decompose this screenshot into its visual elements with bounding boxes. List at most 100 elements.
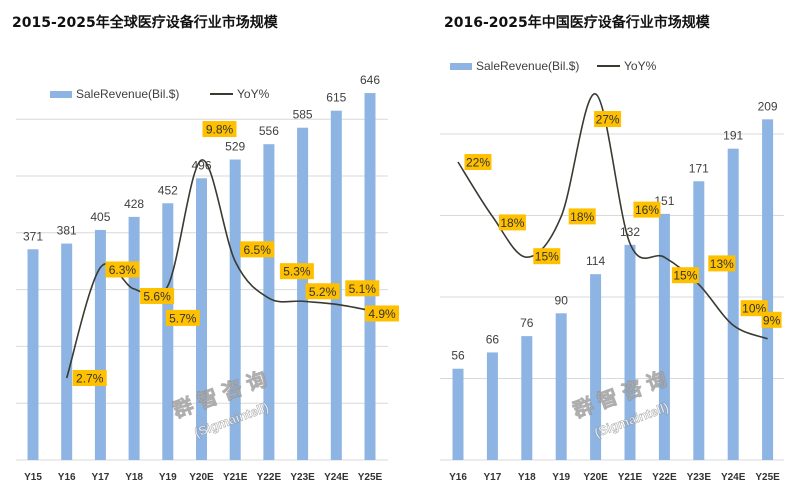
yoy-label-box xyxy=(671,267,699,284)
legend-label-yoy: YoY% xyxy=(237,87,270,101)
bar-value-label: 405 xyxy=(90,210,110,224)
yoy-label-box xyxy=(140,287,175,304)
legend-bar-swatch xyxy=(50,91,72,98)
bar xyxy=(61,243,73,460)
bar xyxy=(297,127,309,460)
yoy-label-box xyxy=(533,248,561,265)
bar-value-label: 90 xyxy=(555,293,569,307)
yoy-label-box xyxy=(202,121,237,138)
yoy-value-label: 10% xyxy=(742,302,766,316)
yoy-value-label: 5.1% xyxy=(349,282,377,296)
yoy-value-label: 5.3% xyxy=(283,265,311,279)
yoy-value-label: 22% xyxy=(466,156,490,170)
yoy-value-label: 18% xyxy=(570,210,594,224)
bar xyxy=(521,336,533,460)
yoy-value-label: 9% xyxy=(763,313,781,327)
bar xyxy=(94,229,106,460)
bar xyxy=(196,178,207,460)
bar-value-label: 132 xyxy=(620,225,640,239)
bar xyxy=(128,216,140,460)
bar xyxy=(229,159,241,460)
x-tick-label: Y22E xyxy=(652,472,677,483)
x-tick-label: Y20E xyxy=(583,472,608,483)
yoy-label-box xyxy=(72,370,107,386)
bar-value-label: 191 xyxy=(723,129,743,143)
yoy-value-label: 9.8% xyxy=(206,123,234,137)
x-tick-label: Y22E xyxy=(257,472,282,483)
x-tick-label: Y17 xyxy=(484,472,502,483)
chart-title-china: 2016-2025年中国医疗设备行业市场规模 xyxy=(444,15,710,31)
yoy-label-box xyxy=(105,261,140,278)
yoy-line xyxy=(457,93,768,340)
yoy-value-label: 27% xyxy=(596,113,620,127)
yoy-value-label: 13% xyxy=(710,257,734,271)
bar-value-label: 76 xyxy=(520,316,534,330)
x-tick-label: Y25E xyxy=(755,472,780,483)
yoy-label-box xyxy=(708,255,736,272)
bar xyxy=(693,181,705,460)
yoy-value-label: 5.7% xyxy=(169,311,197,325)
yoy-label-box xyxy=(240,241,275,258)
yoy-value-label: 6.5% xyxy=(244,243,272,257)
bar-value-label: 381 xyxy=(57,224,77,238)
bar xyxy=(486,352,498,460)
bar-value-label: 646 xyxy=(360,73,380,87)
yoy-value-label: 2.7% xyxy=(76,372,104,386)
bar-value-label: 452 xyxy=(158,183,178,197)
bar xyxy=(364,93,376,461)
bar xyxy=(162,203,174,460)
bar-value-label: 66 xyxy=(486,332,500,346)
x-tick-label: Y15 xyxy=(24,472,42,483)
bar xyxy=(727,148,739,461)
yoy-label-box xyxy=(305,283,340,300)
yoy-value-label: 5.6% xyxy=(143,289,171,303)
x-tick-label: Y16 xyxy=(58,472,76,483)
yoy-value-label: 6.3% xyxy=(109,263,137,277)
x-tick-label: Y18 xyxy=(125,472,143,483)
x-tick-label: Y20E xyxy=(189,472,214,483)
yoy-value-label: 16% xyxy=(635,203,659,217)
x-tick-label: Y16 xyxy=(449,472,467,483)
x-tick-label: Y19 xyxy=(159,472,177,483)
bar-value-label: 585 xyxy=(293,108,313,122)
bar xyxy=(762,119,774,460)
bar xyxy=(555,313,567,460)
bar xyxy=(658,213,670,460)
bar xyxy=(27,249,39,460)
yoy-label-box xyxy=(365,305,399,322)
yoy-value-label: 18% xyxy=(500,216,524,230)
bar-value-label: 209 xyxy=(758,99,778,113)
bar xyxy=(452,368,464,460)
yoy-label-box xyxy=(761,311,782,328)
yoy-label-box xyxy=(345,280,380,297)
yoy-label-box xyxy=(740,300,768,317)
x-tick-label: Y18 xyxy=(518,472,536,483)
x-tick-label: Y24E xyxy=(721,472,746,483)
yoy-label-box xyxy=(594,111,622,127)
yoy-label-box xyxy=(279,263,314,280)
legend-bar-swatch xyxy=(450,63,472,70)
yoy-value-label: 4.9% xyxy=(368,307,396,321)
x-tick-label: Y19 xyxy=(552,472,570,483)
yoy-value-label: 15% xyxy=(673,269,697,283)
bar xyxy=(263,144,275,460)
legend-label-revenue: SaleRevenue(Bil.$) xyxy=(476,59,579,73)
bar-value-label: 615 xyxy=(326,91,346,105)
yoy-value-label: 15% xyxy=(535,250,559,264)
yoy-label-box xyxy=(498,214,526,231)
bar-value-label: 371 xyxy=(23,229,43,243)
bar xyxy=(624,244,636,460)
bar-value-label: 171 xyxy=(689,161,709,175)
bar-value-label: 529 xyxy=(225,140,245,154)
bar-value-label: 556 xyxy=(259,124,279,138)
yoy-label-box xyxy=(633,201,661,218)
legend-label-yoy: YoY% xyxy=(624,59,657,73)
bar xyxy=(590,274,602,460)
x-tick-label: Y25E xyxy=(358,472,383,483)
yoy-value-label: 5.2% xyxy=(309,285,337,299)
legend-label-revenue: SaleRevenue(Bil.$) xyxy=(76,87,179,101)
x-tick-label: Y17 xyxy=(92,472,110,483)
x-tick-label: Y23E xyxy=(290,472,315,483)
